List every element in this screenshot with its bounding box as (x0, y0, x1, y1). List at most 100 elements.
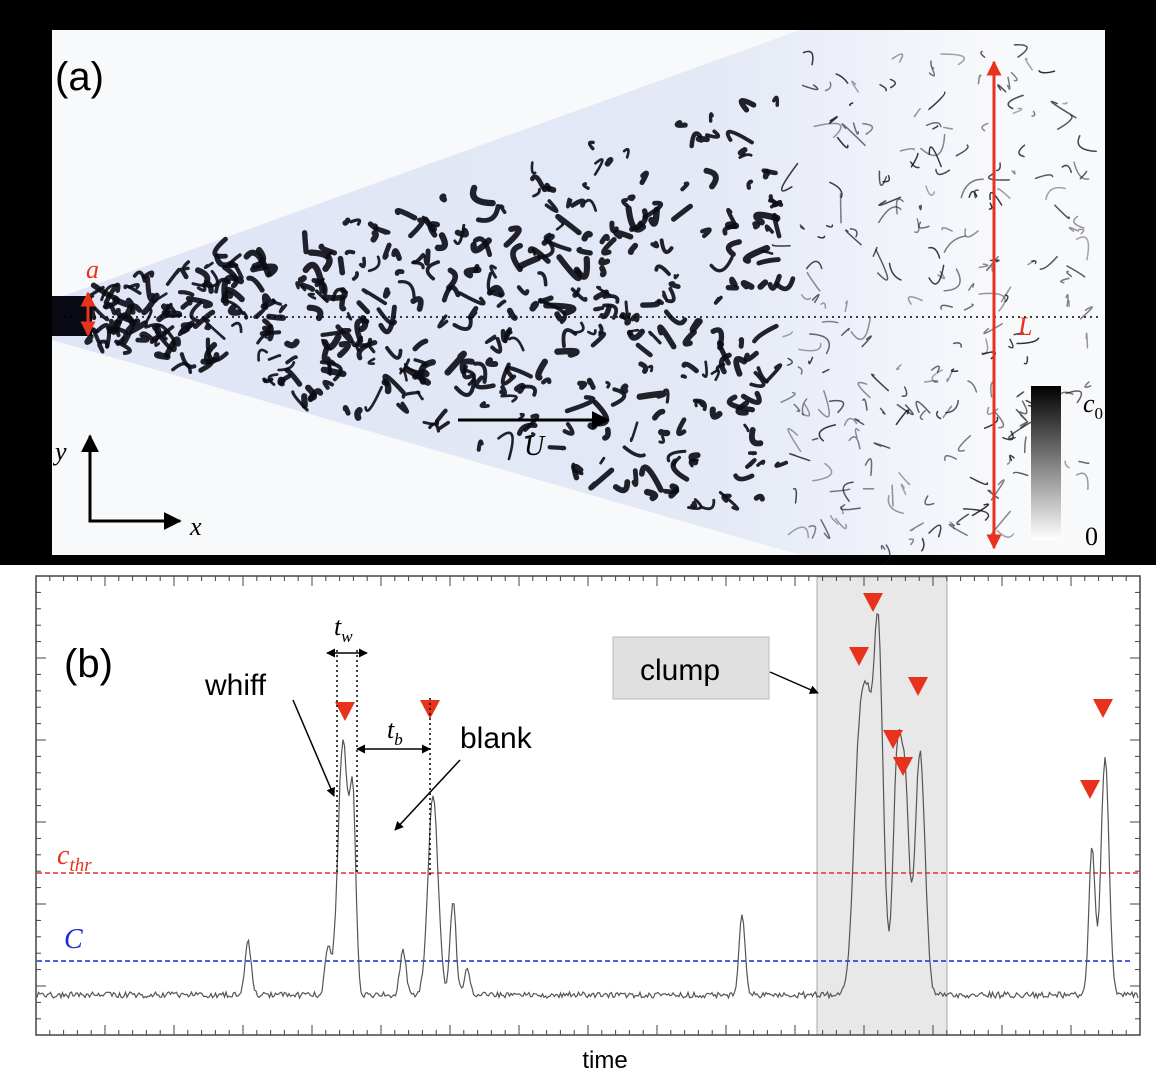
filament (928, 68, 936, 77)
filament (690, 500, 698, 509)
filament (349, 218, 362, 226)
filament (609, 220, 619, 234)
filament (368, 345, 376, 354)
filament (202, 317, 226, 340)
filament (716, 340, 731, 366)
filament (682, 329, 697, 347)
filament (944, 454, 958, 461)
filament (566, 197, 573, 209)
filament (203, 342, 218, 362)
filament (878, 170, 888, 186)
filament (256, 334, 268, 345)
filament (648, 206, 660, 227)
filament (930, 60, 935, 70)
filament (840, 504, 861, 511)
filament (1060, 277, 1070, 284)
filament (505, 366, 533, 379)
filament (612, 479, 631, 494)
colorbar-top-base: c (1083, 389, 1095, 418)
filament (709, 406, 723, 420)
filament (335, 324, 354, 344)
filament (516, 422, 538, 436)
filament (891, 484, 894, 507)
filament (459, 358, 475, 375)
filament (620, 383, 629, 394)
filament (382, 242, 392, 260)
filament (92, 330, 105, 354)
filament (307, 388, 324, 403)
filament (638, 464, 664, 493)
filament (627, 194, 636, 202)
filament (89, 306, 97, 321)
filament (1056, 114, 1073, 131)
filament (423, 248, 431, 266)
filament (889, 78, 897, 89)
filament (262, 377, 274, 384)
filament (425, 260, 441, 281)
filament (808, 525, 817, 539)
filament (370, 230, 379, 243)
filament (1084, 381, 1092, 388)
filament (650, 240, 660, 249)
filament (793, 403, 801, 413)
filament (367, 255, 381, 273)
filament (527, 246, 551, 264)
filament (162, 325, 175, 341)
filament (822, 368, 830, 374)
filament (806, 271, 821, 292)
detection-marker (335, 702, 355, 721)
filament (760, 250, 774, 255)
flow-label: U (524, 431, 546, 462)
filament (476, 439, 484, 452)
filament (963, 303, 974, 311)
filament (699, 498, 716, 511)
filament (925, 185, 936, 197)
colorbar (1031, 386, 1061, 540)
filament (950, 368, 959, 372)
filament (654, 264, 671, 276)
filament (297, 275, 307, 284)
filament (943, 235, 967, 253)
filament (410, 296, 424, 312)
filament (918, 204, 922, 211)
filament (829, 488, 851, 493)
filament (311, 277, 328, 296)
filament (1018, 144, 1026, 158)
filament (191, 269, 219, 288)
filament (541, 185, 557, 193)
filament (582, 182, 590, 190)
filament (1079, 306, 1093, 320)
filament (743, 350, 759, 363)
colorbar-bottom: 0 (1085, 522, 1098, 551)
filament (805, 260, 823, 270)
filament (740, 390, 762, 405)
filament (948, 523, 968, 536)
filament (524, 432, 536, 439)
filament (830, 515, 839, 525)
filament (797, 366, 803, 375)
filament (1045, 186, 1066, 201)
filament (821, 320, 839, 324)
filament (427, 221, 440, 238)
filament (895, 364, 902, 371)
filament (577, 380, 588, 390)
filament (703, 167, 719, 190)
filament (496, 299, 507, 308)
filament (651, 408, 666, 421)
filament (738, 337, 745, 349)
filament (307, 292, 317, 300)
filament (408, 217, 426, 239)
filament (473, 361, 488, 384)
filament (928, 246, 941, 259)
filament (307, 249, 333, 272)
filament (378, 304, 397, 335)
panel-label: (b) (64, 642, 113, 686)
filament (581, 230, 593, 242)
filament (181, 260, 191, 271)
filament (740, 280, 755, 290)
filament (851, 80, 859, 93)
whiff-label: whiff (204, 669, 267, 702)
source (52, 296, 92, 336)
filament (326, 360, 332, 375)
